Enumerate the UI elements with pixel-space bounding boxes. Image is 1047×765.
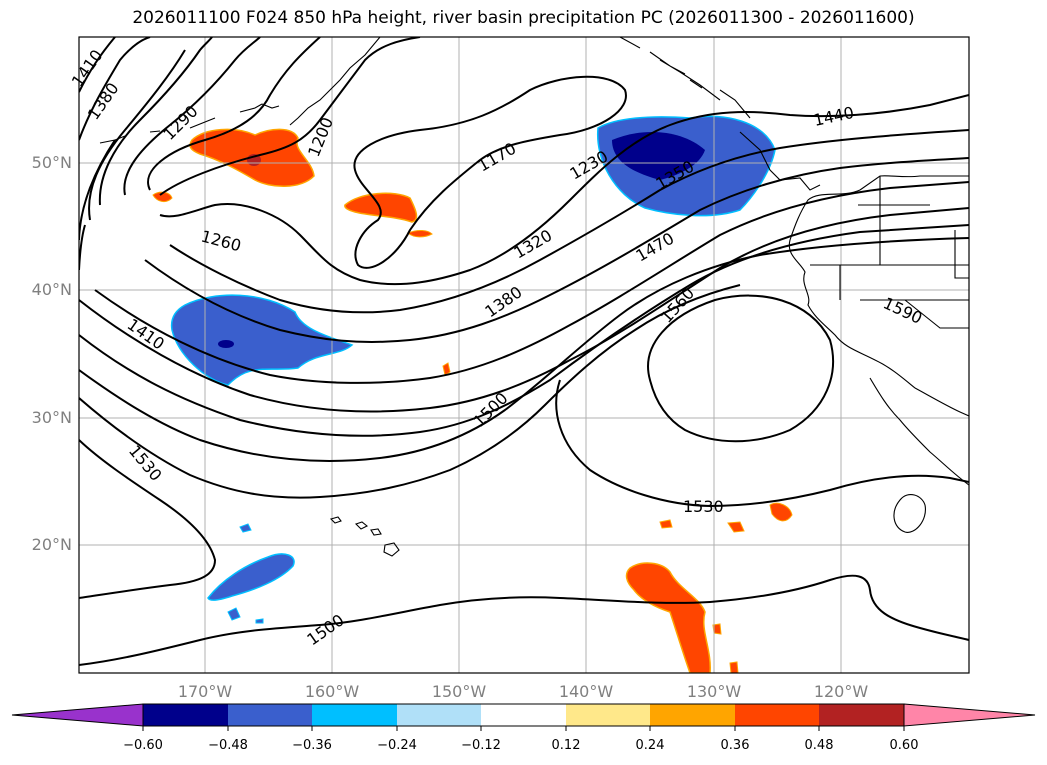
contour-1530-east [555,379,969,508]
pos-speck-4 [769,502,793,522]
contour-1560 [647,294,835,443]
lon-label: 160°W [304,682,360,701]
colorbar-tick-label: −0.24 [377,738,417,753]
pos-speck-6 [659,519,673,529]
lon-label: 120°W [813,682,869,701]
colorbar-bin [735,704,819,726]
colorbar-tick-label: −0.12 [461,738,501,753]
colorbar-bin [819,704,904,726]
negative-anomaly-patches [170,115,776,624]
contour-1500-north [79,284,741,499]
lat-label: 20°N [31,535,72,554]
lon-label: 140°W [558,682,614,701]
lon-label: 130°W [686,682,742,701]
colorbar-bin [566,704,650,726]
lat-label: 50°N [31,153,72,172]
pos-speck-3 [442,362,451,376]
colorbar-tick-label: 0.12 [551,738,581,753]
contour-1230 [159,94,969,286]
contour-1290 [123,37,261,196]
lat-label: 40°N [31,280,72,299]
colorbar-extend-high [903,703,1036,727]
contour-1440 [79,224,969,437]
lat-label: 30°N [31,408,72,427]
neg-patch-south [207,553,295,601]
pos-patch-south [625,562,711,673]
colorbar-extend-low [11,703,144,727]
pos-speck-2 [407,230,433,238]
contour-1530-west [79,439,217,599]
colorbar-tick-label: −0.60 [123,738,163,753]
neg-speck-1 [239,523,252,533]
colorbar-bin [650,704,735,726]
lon-label: 170°W [177,682,233,701]
contour-1260 [147,37,321,191]
colorbar-tick-label: −0.48 [208,738,248,753]
pos-speck-1 [152,191,173,203]
colorbar-bin [312,704,397,726]
colorbar [11,703,1036,731]
contour-1320 [98,37,969,314]
colorbar-tick-label: 0.48 [804,738,834,753]
contour-1470 [79,237,969,462]
colorbar-bin [481,704,566,726]
neg-speck-3 [255,618,264,624]
lon-label: 150°W [431,682,487,701]
neg-speck-2 [227,607,241,621]
contour-1410-north [79,37,116,93]
contour-1170 [353,75,627,269]
contour-1350 [88,49,969,343]
map-title: 2026011100 F024 850 hPa height, river ba… [132,8,915,28]
contour-1380-north [79,37,151,141]
neg-patch-west [170,294,354,386]
colorbar-bin [228,704,312,726]
colorbar-tick-label: 0.36 [720,738,750,753]
graticule [79,37,969,673]
contour-1500-south [79,574,969,666]
pos-speck-8 [729,661,739,673]
map-frame [78,36,970,674]
pos-speck-5 [727,521,745,533]
colorbar-bin [143,704,228,726]
contour-1380 [79,139,969,384]
neg-core-west [218,340,234,348]
contour-1200 [159,37,421,196]
colorbar-bin [397,704,481,726]
contour-label: 1530 [683,497,724,516]
colorbar-tick-label: 0.60 [889,738,919,753]
colorbar-tick-label: 0.24 [635,738,665,753]
colorbar-tick-label: −0.36 [292,738,332,753]
height-contours [79,37,969,666]
